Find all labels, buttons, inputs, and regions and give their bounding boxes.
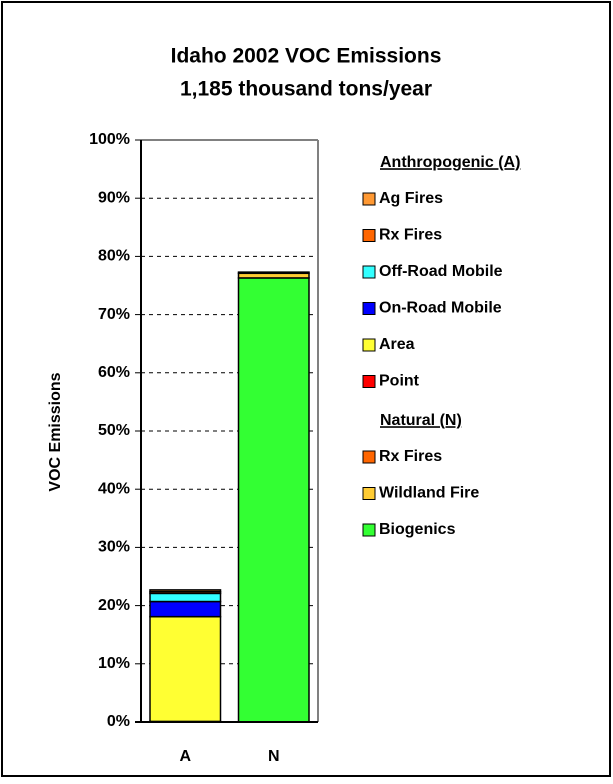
legend-swatch [362,523,376,537]
y-tick-label: 30% [98,539,130,556]
chart-title: Idaho 2002 VOC Emissions [171,45,442,68]
legend-group-title: Natural (N) [380,412,462,429]
legend-group-title: Anthropogenic (A) [380,154,520,171]
legend-label: Biogenics [379,521,456,538]
x-tick-label: A [179,748,191,765]
legend-label: Off-Road Mobile [379,263,503,280]
y-tick-label: 80% [98,248,130,265]
legend-swatch [362,338,376,352]
bar-segment [149,589,222,593]
legend-label: On-Road Mobile [379,300,502,317]
legend-swatch [362,450,376,464]
legend-swatch [362,229,376,242]
legend-swatch [362,192,376,206]
legend-label: Rx Fires [379,448,442,465]
bar-segment [149,592,222,603]
legend-swatch [362,487,376,500]
y-tick-label: 0% [107,713,130,730]
legend-label: Rx Fires [379,227,442,244]
chart-subtitle: 1,185 thousand tons/year [180,78,432,101]
legend-label: Area [379,336,415,353]
x-tick-label: N [268,748,280,765]
y-tick-label: 40% [98,480,130,497]
y-tick-label: 10% [98,655,130,672]
y-tick-label: 60% [98,364,130,381]
bar-segment [149,615,222,723]
legend-swatch [362,265,376,279]
legend-swatch [362,302,376,315]
y-axis-label: VOC Emissions [47,372,64,491]
bar-segment [237,271,310,275]
y-tick-label: 50% [98,422,130,439]
legend-label: Ag Fires [379,190,443,207]
y-tick-label: 100% [89,131,130,148]
y-tick-label: 70% [98,306,130,323]
bar-segment [237,277,310,723]
bar-segment [149,600,222,618]
legend-label: Point [379,373,420,390]
y-tick-label: 20% [98,597,130,614]
legend-swatch [362,375,376,388]
y-tick-label: 90% [98,189,130,206]
legend-label: Wildland Fire [379,485,479,502]
